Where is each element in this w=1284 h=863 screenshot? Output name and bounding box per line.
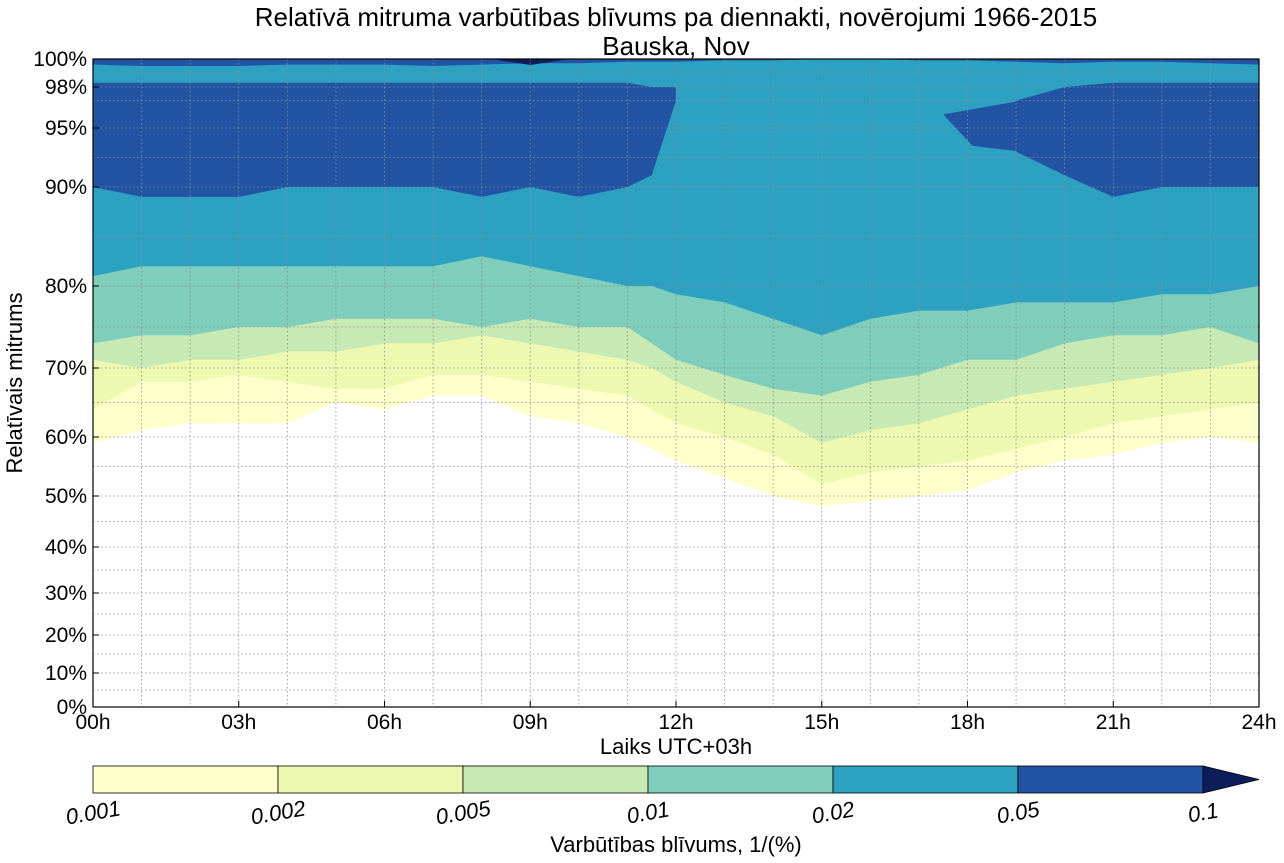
y-tick-label: 50% [45, 485, 87, 508]
y-tick-label: 70% [45, 357, 87, 380]
colorbar-tick-label: 0.001 [64, 795, 123, 829]
y-tick-label: 100% [33, 48, 87, 71]
y-axis-label: Relatīvais mitrums [2, 293, 27, 474]
x-tick-label: 00h [75, 711, 110, 734]
x-tick-label: 24h [1241, 711, 1276, 734]
y-tick-label: 20% [45, 624, 87, 647]
x-axis-label: Laiks UTC+03h [600, 734, 752, 759]
y-tick-label: 80% [45, 275, 87, 298]
x-axis: 00h 03h 06h 09h 12h 15h 18h 21h 24h [75, 701, 1277, 734]
x-tick-label: 21h [1096, 711, 1131, 734]
contour-band-0.05-right-tip [943, 100, 1021, 152]
colorbar-tick-label: 0.02 [810, 796, 857, 828]
y-tick-label: 40% [45, 536, 87, 559]
contour-band-0.1-peak [491, 59, 570, 65]
chart-title: Relatīvā mitruma varbūtības blīvums pa d… [255, 2, 1098, 32]
y-tick-label: 90% [45, 176, 87, 199]
chart-subtitle: Bauska, Nov [602, 31, 749, 61]
colorbar-extend-arrow [1202, 765, 1260, 794]
colorbar-tick-label: 0.05 [995, 796, 1042, 828]
contour-band-0.05-right [1016, 82, 1259, 197]
y-tick-label: 98% [45, 76, 87, 99]
x-tick-label: 09h [513, 711, 548, 734]
colorbar-tick-label: 0.005 [434, 795, 493, 829]
x-tick-label: 12h [658, 711, 693, 734]
grid-lines [93, 59, 1259, 707]
colorbar-label: Varbūtības blīvums, 1/(%) [550, 832, 801, 857]
colorbar-segment [277, 765, 464, 794]
x-tick-label: 18h [950, 711, 985, 734]
plot-area [92, 58, 1260, 708]
x-tick-label: 03h [221, 711, 256, 734]
colorbar-segment [92, 765, 279, 794]
y-axis: 0% 10% 20% 30% 40% 50% 60% 70% 80% 90% 95% 98% 100% [33, 48, 99, 719]
colorbar [92, 765, 1260, 794]
colorbar-tick-label: 0.01 [625, 796, 672, 828]
colorbar-tick-label: 0.1 [1186, 798, 1220, 828]
y-tick-label: 0% [57, 696, 87, 719]
y-tick-label: 60% [45, 426, 87, 449]
colorbar-ticks: 0.001 0.002 0.005 0.01 0.02 0.05 0.1 [64, 795, 1221, 829]
x-tick-label: 06h [367, 711, 402, 734]
y-tick-label: 95% [45, 117, 87, 140]
y-tick-label: 30% [45, 582, 87, 605]
x-tick-label: 15h [804, 711, 839, 734]
colorbar-segment [462, 765, 649, 794]
y-tick-label: 10% [45, 662, 87, 685]
colorbar-segment [832, 765, 1019, 794]
colorbar-tick-label: 0.002 [249, 795, 308, 829]
colorbar-segment [647, 765, 834, 794]
colorbar-segment [1017, 765, 1204, 794]
